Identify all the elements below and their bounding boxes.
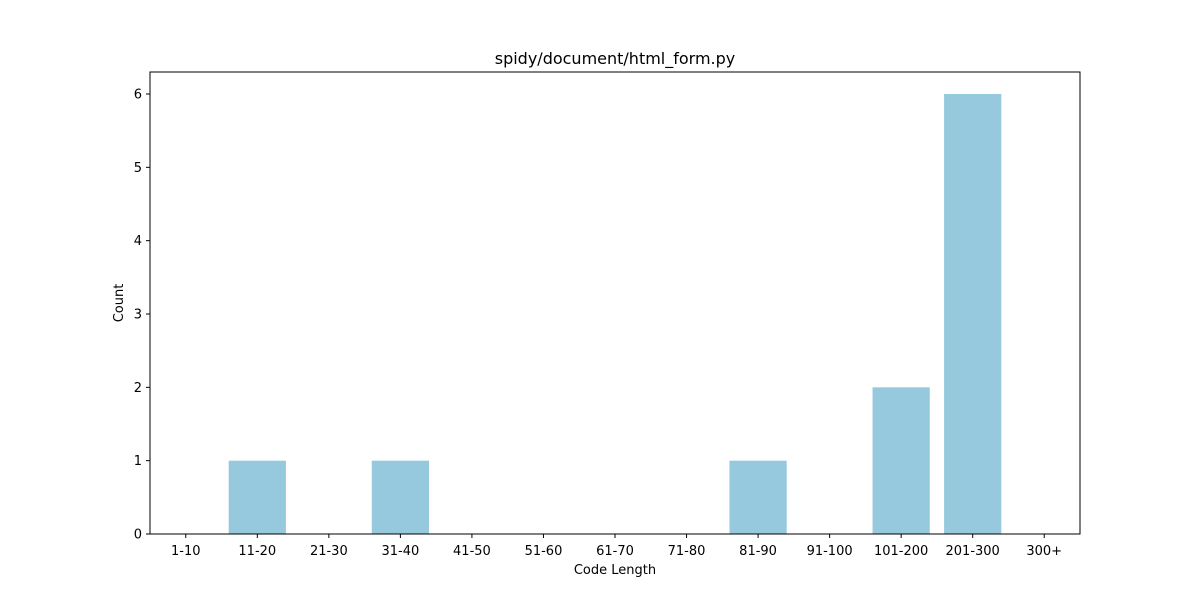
y-tick-label: 6 <box>134 88 142 103</box>
x-tick-label: 21-30 <box>310 544 348 559</box>
plot-frame <box>149 71 1081 535</box>
x-axis: 1-10 11-20 21-30 31-40 41-50 51-60 61-70 71-80 8… <box>171 534 1062 559</box>
x-tick-label: 51-60 <box>525 544 563 559</box>
x-tick-label: 300+ <box>1026 544 1062 559</box>
x-tick-label: 71-80 <box>668 544 706 559</box>
chart-title: spidy/document/html_form.py <box>495 49 736 69</box>
y-tick-label: 5 <box>134 161 142 176</box>
y-tick-label: 4 <box>134 234 142 249</box>
x-tick-label: 41-50 <box>453 544 491 559</box>
bar-31-40 <box>371 460 429 534</box>
y-axis-label: Count <box>112 284 127 323</box>
y-tick-label: 0 <box>134 528 142 543</box>
x-tick-label: 201-300 <box>946 544 1000 559</box>
x-tick-label: 91-100 <box>807 544 853 559</box>
y-tick-label: 1 <box>134 454 142 469</box>
bars-group <box>228 94 1002 534</box>
x-tick-label: 11-20 <box>238 544 276 559</box>
bar-81-90 <box>729 460 787 534</box>
x-axis-label: Code Length <box>574 563 656 578</box>
y-tick-label: 2 <box>134 381 142 396</box>
x-tick-label: 81-90 <box>739 544 777 559</box>
y-axis: 0 1 2 3 4 5 6 <box>134 88 150 543</box>
x-tick-label: 61-70 <box>596 544 634 559</box>
x-tick-label: 31-40 <box>381 544 419 559</box>
bar-11-20 <box>228 460 286 534</box>
bar-101-200 <box>872 387 930 534</box>
y-tick-label: 3 <box>134 308 142 323</box>
x-tick-label: 101-200 <box>874 544 928 559</box>
bar-201-300 <box>944 94 1002 534</box>
x-tick-label: 1-10 <box>171 544 201 559</box>
